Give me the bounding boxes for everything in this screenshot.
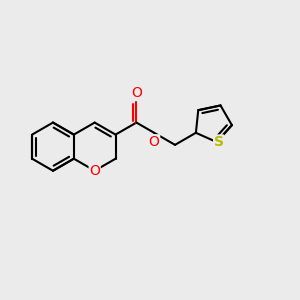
- Text: O: O: [89, 164, 100, 178]
- Text: O: O: [131, 86, 142, 100]
- Text: O: O: [149, 135, 160, 149]
- Text: S: S: [214, 135, 224, 149]
